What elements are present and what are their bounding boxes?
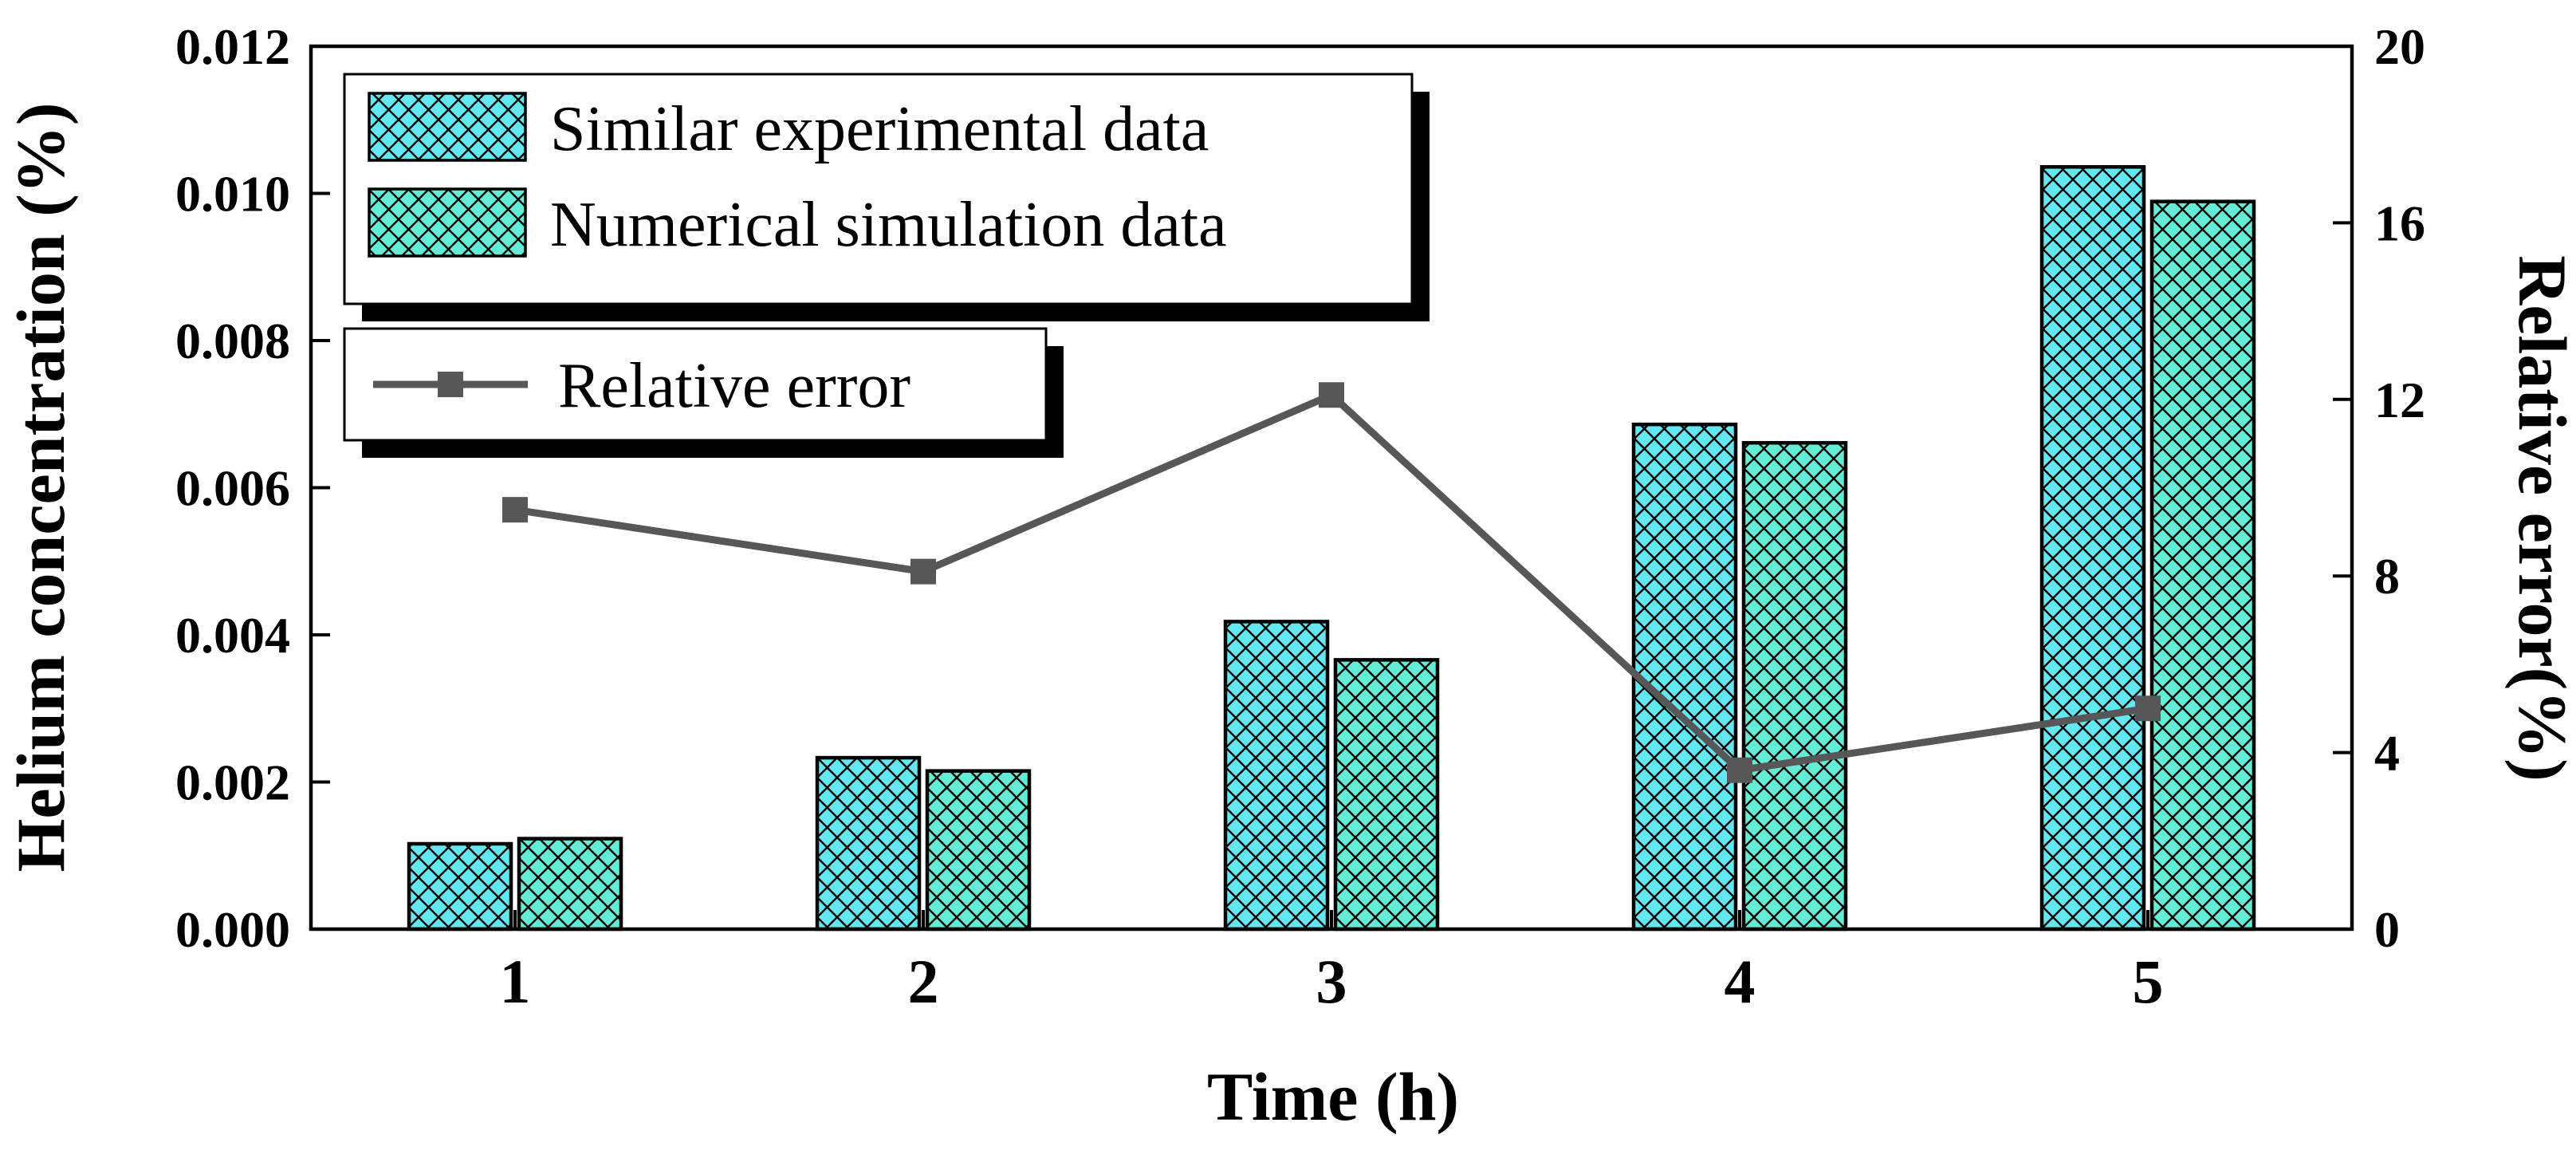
left-axis-title: Helium concentration (%): [2, 103, 79, 873]
bar-experimental: [2039, 165, 2146, 932]
left-axis-tick-label: 0.006: [175, 460, 290, 517]
x-axis-title: Time (h): [1207, 1058, 1459, 1135]
bar-experimental: [815, 755, 922, 932]
bar-experimental: [407, 841, 513, 932]
bar-simulation: [2149, 199, 2256, 932]
right-axis-tick-label: 20: [2374, 18, 2425, 75]
x-axis-tick-label: 4: [1725, 947, 1756, 1016]
axis-ticks: [311, 45, 2352, 931]
left-axis-tick-label: 0.002: [175, 754, 290, 811]
relative-error-marker: [2135, 695, 2161, 722]
relative-error-series: [502, 382, 2161, 783]
legend-label-simulation: Numerical simulation data: [550, 190, 1227, 260]
relative-error-marker: [1319, 382, 1344, 408]
relative-error-marker: [502, 497, 528, 523]
left-axis-tick-label: 0.004: [175, 607, 290, 664]
left-axis-tick-label: 0.000: [175, 901, 290, 958]
legend-swatch-simulation: [368, 187, 527, 258]
x-axis-tick-label: 2: [908, 947, 939, 1016]
x-axis-tick-label: 1: [500, 947, 531, 1016]
relative-error-marker: [910, 558, 936, 585]
right-axis-tick-label: 8: [2374, 548, 2400, 605]
legend-label-relative-error: Relative error: [558, 351, 910, 421]
left-axis-tick-label: 0.012: [175, 18, 290, 75]
x-axis-tick-label: 5: [2133, 947, 2164, 1016]
bar-simulation: [925, 769, 1032, 932]
legend-label-experimental: Similar experimental data: [550, 94, 1209, 164]
axis-tick-labels: 0.0000.0020.0040.0060.0080.0100.01204812…: [175, 18, 2425, 1016]
right-axis-tick-label: 16: [2374, 195, 2425, 251]
legend-bars-box: Similar experimental data Numerical simu…: [343, 73, 1430, 321]
right-axis-title: Relative error(%): [2504, 255, 2576, 782]
bar-experimental: [1631, 422, 1738, 932]
right-axis-tick-label: 0: [2374, 901, 2400, 958]
relative-error-marker: [1727, 757, 1752, 783]
x-axis-tick-label: 3: [1316, 947, 1347, 1016]
bar-experimental: [1223, 620, 1330, 932]
legend-square-marker-icon: [438, 372, 463, 397]
left-axis-tick-label: 0.008: [175, 313, 290, 369]
right-axis-tick-label: 4: [2374, 725, 2400, 782]
legend-swatch-experimental: [368, 92, 527, 162]
bar-simulation: [1741, 440, 1848, 932]
bar-simulation: [1333, 658, 1440, 932]
left-axis-tick-label: 0.010: [175, 166, 290, 223]
bar-simulation: [517, 837, 623, 932]
legend-line-box: Relative error: [343, 327, 1064, 458]
right-axis-tick-label: 12: [2374, 372, 2425, 428]
bars-group: [407, 165, 2256, 932]
